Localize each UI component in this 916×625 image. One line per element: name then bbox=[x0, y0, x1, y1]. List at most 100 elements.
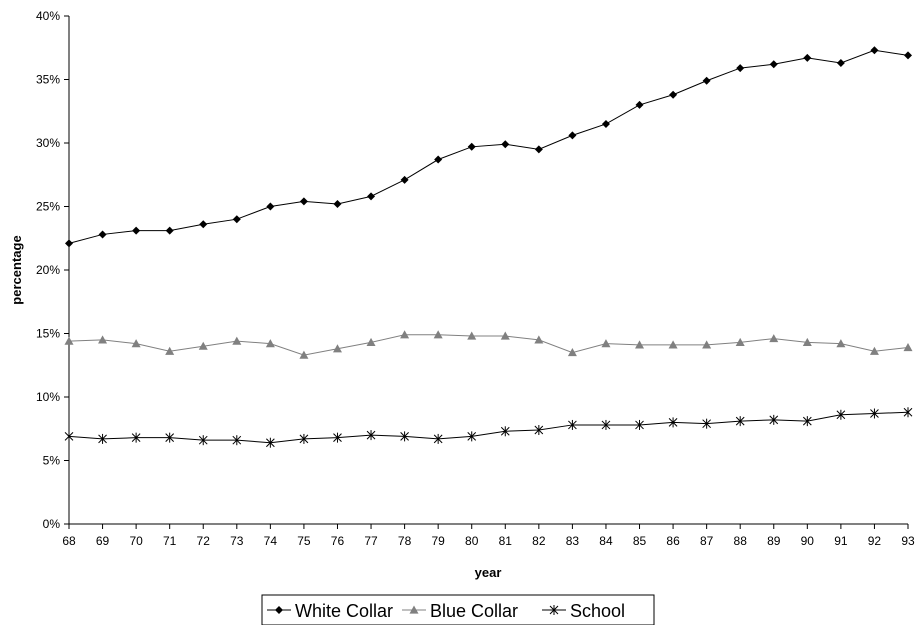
x-tick-label: 78 bbox=[398, 534, 412, 548]
data-point-white-collar bbox=[568, 131, 577, 140]
y-tick-label: 25% bbox=[36, 200, 60, 214]
data-point-blue-collar bbox=[769, 334, 779, 343]
data-point-white-collar bbox=[400, 175, 409, 184]
legend-item-white-collar: White Collar bbox=[267, 601, 393, 621]
data-point-blue-collar bbox=[165, 346, 175, 355]
data-point-school bbox=[635, 419, 644, 430]
x-tick-label: 82 bbox=[532, 534, 546, 548]
x-tick-label: 83 bbox=[566, 534, 580, 548]
data-point-white-collar bbox=[266, 202, 275, 211]
legend-box bbox=[261, 594, 655, 625]
x-tick-label: 86 bbox=[666, 534, 680, 548]
x-axis: 68 69 70 71 72 73 74 75 76 77 78 79 80 81 82 83 84 85 86 87… bbox=[62, 523, 915, 548]
data-point-white-collar bbox=[299, 197, 308, 206]
y-tick-label: 15% bbox=[36, 327, 60, 341]
data-point-white-collar bbox=[904, 51, 912, 60]
x-tick-label: 76 bbox=[331, 534, 345, 548]
data-point-white-collar bbox=[702, 76, 711, 85]
data-point-school bbox=[568, 419, 577, 430]
data-point-blue-collar bbox=[601, 339, 611, 348]
data-point-white-collar bbox=[467, 142, 476, 151]
x-tick-label: 93 bbox=[901, 534, 915, 548]
x-tick-label: 72 bbox=[197, 534, 211, 548]
x-tick-label: 81 bbox=[499, 534, 513, 548]
y-tick-label: 35% bbox=[36, 73, 60, 87]
series-line-white-collar bbox=[68, 49, 909, 244]
data-point-blue-collar bbox=[433, 330, 443, 339]
data-point-blue-collar bbox=[903, 342, 913, 352]
data-point-school bbox=[232, 435, 242, 446]
data-point-white-collar bbox=[434, 155, 443, 164]
data-point-blue-collar bbox=[131, 339, 141, 348]
data-point-school bbox=[400, 431, 409, 442]
legend-item-school: School bbox=[542, 601, 625, 621]
data-point-blue-collar bbox=[64, 336, 74, 345]
data-point-white-collar bbox=[232, 215, 241, 224]
data-point-blue-collar bbox=[836, 339, 846, 348]
x-tick-label: 71 bbox=[163, 534, 177, 548]
data-point-school bbox=[433, 433, 443, 444]
data-point-school bbox=[601, 419, 611, 430]
data-point-school bbox=[702, 418, 711, 429]
data-point-white-collar bbox=[65, 239, 73, 248]
data-point-white-collar bbox=[803, 53, 812, 62]
data-point-blue-collar bbox=[635, 340, 645, 349]
x-tick-label: 88 bbox=[734, 534, 748, 548]
data-point-white-collar bbox=[635, 100, 644, 109]
series-line-blue-collar bbox=[68, 334, 909, 356]
data-point-school bbox=[903, 407, 913, 418]
data-point-school bbox=[198, 435, 208, 446]
x-tick-label: 91 bbox=[834, 534, 848, 548]
x-tick-label: 79 bbox=[431, 534, 445, 548]
x-tick-label: 68 bbox=[62, 534, 76, 548]
y-tick-label: 40% bbox=[36, 9, 60, 23]
data-point-white-collar bbox=[165, 226, 174, 235]
x-tick-label: 90 bbox=[801, 534, 815, 548]
data-point-white-collar bbox=[333, 199, 342, 208]
data-point-blue-collar bbox=[668, 340, 678, 349]
data-point-school bbox=[266, 437, 275, 448]
legend-label: Blue Collar bbox=[430, 601, 518, 621]
legend-marker-school bbox=[549, 605, 559, 615]
data-point-white-collar bbox=[501, 140, 510, 149]
x-tick-label: 73 bbox=[230, 534, 244, 548]
legend-label: White Collar bbox=[295, 601, 393, 621]
x-tick-label: 74 bbox=[264, 534, 278, 548]
data-point-white-collar bbox=[769, 60, 778, 69]
data-point-school bbox=[333, 432, 342, 443]
x-tick-label: 70 bbox=[129, 534, 143, 548]
data-point-blue-collar bbox=[467, 331, 477, 340]
data-point-school bbox=[165, 432, 175, 443]
data-point-school bbox=[366, 430, 376, 441]
data-point-blue-collar bbox=[98, 335, 108, 344]
data-point-blue-collar bbox=[232, 336, 242, 345]
data-point-white-collar bbox=[98, 230, 107, 239]
data-point-blue-collar bbox=[332, 344, 342, 353]
legend-label: School bbox=[570, 601, 625, 621]
x-tick-label: 80 bbox=[465, 534, 479, 548]
data-point-blue-collar bbox=[702, 340, 712, 349]
series-line-school bbox=[68, 411, 909, 444]
data-point-school bbox=[299, 433, 309, 444]
data-point-blue-collar bbox=[534, 335, 544, 344]
y-tick-label: 30% bbox=[36, 136, 60, 150]
series-blue-collar bbox=[64, 330, 913, 359]
data-point-blue-collar bbox=[400, 330, 410, 339]
data-point-white-collar bbox=[669, 90, 678, 99]
data-point-school bbox=[802, 416, 812, 427]
data-point-white-collar bbox=[132, 226, 141, 235]
x-tick-label: 85 bbox=[633, 534, 647, 548]
data-point-blue-collar bbox=[500, 331, 510, 340]
series-school bbox=[64, 407, 913, 448]
data-point-blue-collar bbox=[869, 346, 879, 355]
data-point-blue-collar bbox=[567, 348, 577, 357]
x-tick-label: 92 bbox=[868, 534, 882, 548]
data-point-blue-collar bbox=[265, 339, 275, 348]
data-point-school bbox=[467, 431, 477, 442]
data-point-blue-collar bbox=[735, 337, 745, 346]
data-point-school bbox=[870, 408, 879, 419]
data-point-white-collar bbox=[870, 46, 879, 55]
y-tick-label: 0% bbox=[43, 517, 61, 531]
x-tick-label: 84 bbox=[599, 534, 613, 548]
